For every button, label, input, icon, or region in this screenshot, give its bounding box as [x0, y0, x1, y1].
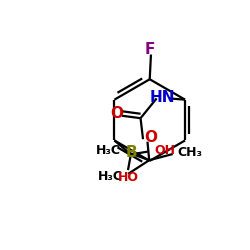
Text: F: F [144, 42, 155, 56]
Text: HN: HN [150, 90, 176, 105]
Text: O: O [144, 130, 158, 146]
Text: OH: OH [154, 144, 175, 157]
Text: CH₃: CH₃ [178, 146, 203, 159]
Text: H₃C: H₃C [96, 144, 121, 157]
Text: B: B [126, 145, 138, 160]
Text: H₃C: H₃C [98, 170, 123, 183]
Text: HO: HO [118, 170, 139, 183]
Text: O: O [110, 106, 123, 121]
